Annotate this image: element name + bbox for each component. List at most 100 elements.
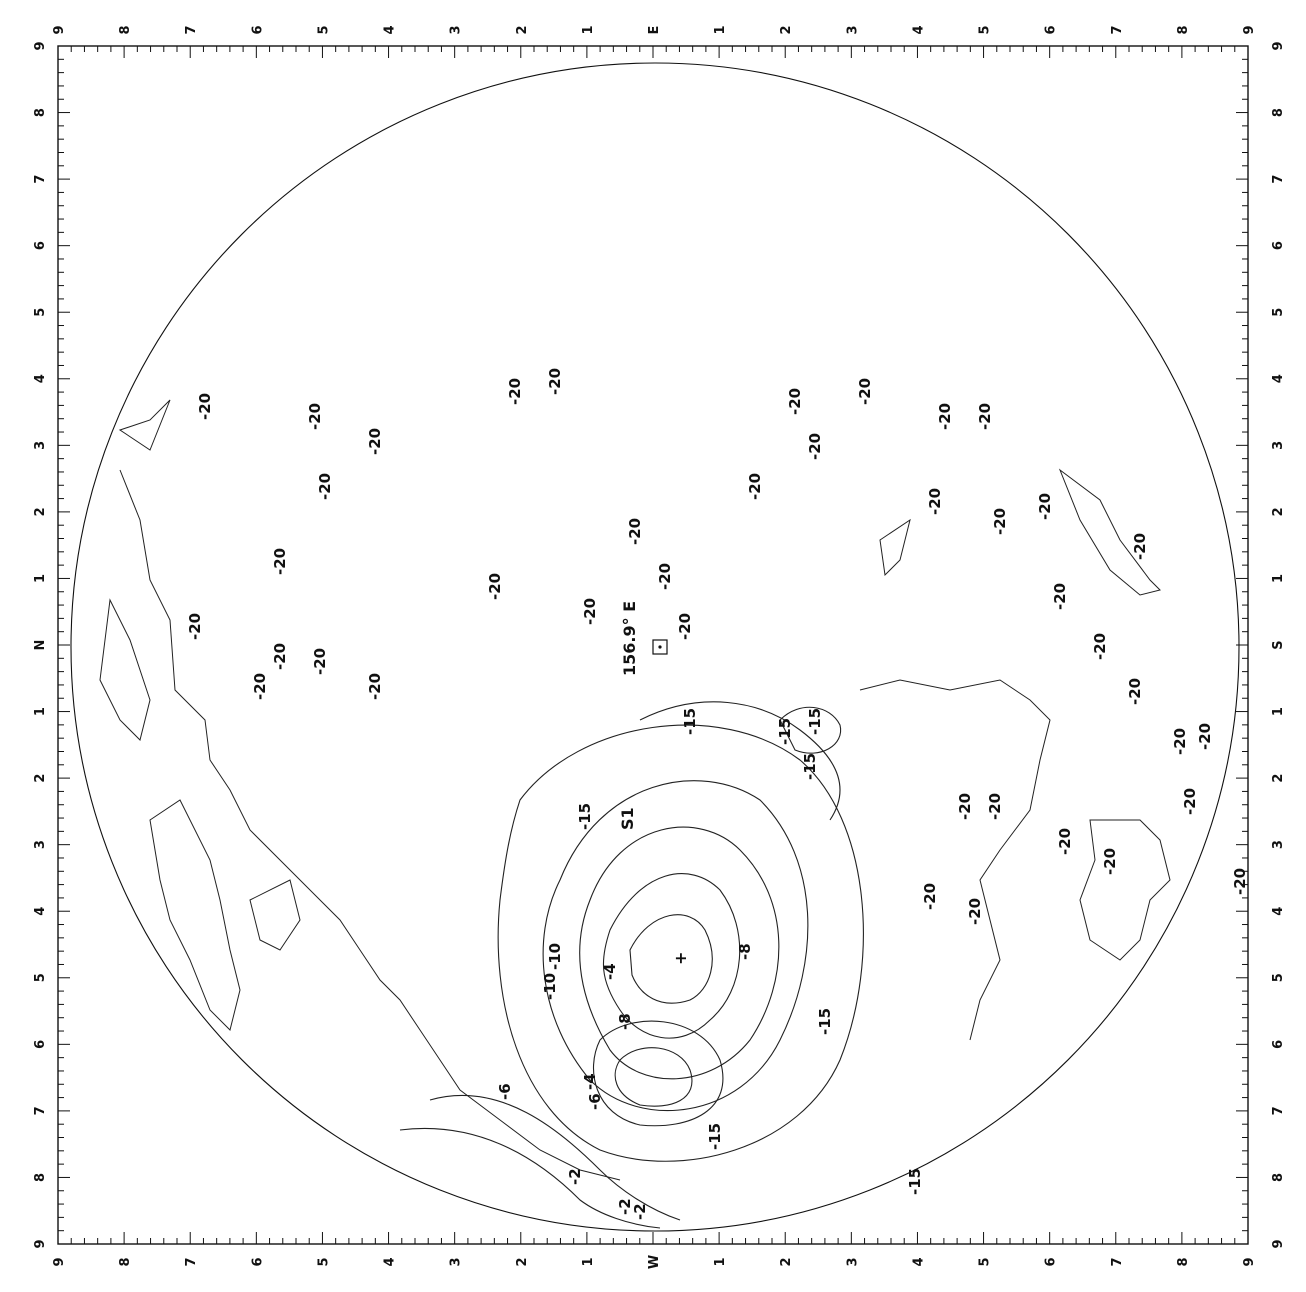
contour-value-label: -8: [616, 1013, 634, 1030]
tick-label: 8: [1271, 108, 1286, 117]
tick-label: 8: [33, 1173, 48, 1182]
tick-label: 9: [1242, 1257, 1257, 1266]
tick-label: 6: [1271, 241, 1286, 250]
contour-value-label: -4: [581, 1073, 599, 1090]
contour-value-label: -8: [736, 943, 754, 960]
contour-value-label: -10: [541, 973, 559, 1000]
contour-value-label: -20: [936, 403, 954, 430]
contour-value-label: -20: [1126, 678, 1144, 705]
coastlines-east: [859, 468, 1171, 1041]
contour-value-label: -20: [1051, 583, 1069, 610]
contour-value-label: -20: [311, 648, 329, 675]
tick-label: 7: [1271, 175, 1286, 184]
tick-label: 7: [184, 25, 199, 34]
contour-value-label: -20: [656, 563, 674, 590]
contour-value-label: -15: [576, 803, 594, 830]
contour-value-label: -20: [806, 433, 824, 460]
contour-value-label: -20: [366, 673, 384, 700]
tick-label: 9: [1242, 25, 1257, 34]
tick-label: 5: [33, 973, 48, 982]
contour-value-label: -15: [681, 708, 699, 735]
contour-value-label: -20: [926, 488, 944, 515]
tick-label: 9: [52, 1257, 67, 1266]
tick-label: 6: [250, 25, 265, 34]
tick-label: 6: [1044, 25, 1059, 34]
contour-lines: [399, 701, 864, 1229]
contour-value-label: -20: [1101, 848, 1119, 875]
contour-value-label: -20: [976, 403, 994, 430]
contour-value-label: -20: [786, 388, 804, 415]
contour-value-label: -20: [366, 428, 384, 455]
tick-label: 1: [581, 25, 596, 34]
contour-labels: -20 -20-20-20 -20-20 -20-20 -20-20-20-20-20-…: [186, 368, 1249, 1220]
tick-label: W: [647, 1255, 662, 1269]
contour-value-label: -20: [1036, 493, 1054, 520]
tick-label: 1: [713, 1257, 728, 1266]
tick-label: 3: [845, 1257, 860, 1266]
contour-value-label: -20: [546, 368, 564, 395]
tick-label: 2: [33, 774, 48, 783]
tick-label: 1: [581, 1257, 596, 1266]
tick-label: 2: [33, 507, 48, 516]
contour-value-label: -20: [1091, 633, 1109, 660]
tick-label: 1: [33, 707, 48, 716]
contour-value-label: -15: [706, 1123, 724, 1150]
contour-value-label: -20: [506, 378, 524, 405]
sensor-label: S1: [618, 807, 637, 830]
tick-label: 9: [33, 1239, 48, 1248]
contour-value-label: -2: [631, 1203, 649, 1220]
tick-label: 8: [1271, 1173, 1286, 1182]
contour-value-label: -20: [581, 598, 599, 625]
contour-value-label: -6: [496, 1083, 514, 1100]
contour-value-label: -15: [906, 1168, 924, 1195]
tick-label: 6: [33, 1040, 48, 1049]
tick-label: 2: [779, 1257, 794, 1266]
tick-label: 8: [1176, 1257, 1191, 1266]
tick-label: 4: [1271, 374, 1286, 383]
contour-value-label: -20: [1131, 533, 1149, 560]
contour-value-label: -20: [746, 473, 764, 500]
contour-value-label: -20: [316, 473, 334, 500]
contour-value-label: -20: [1171, 728, 1189, 755]
contour-value-label: -20: [986, 793, 1004, 820]
tick-label: 9: [33, 41, 48, 50]
contour-value-label: -4: [601, 963, 619, 980]
tick-label: 5: [978, 1257, 993, 1266]
tick-marks: [57, 45, 1249, 1245]
tick-label: 4: [33, 374, 48, 383]
tick-label: 4: [911, 25, 926, 34]
contour-value-label: -20: [956, 793, 974, 820]
tick-label: 4: [911, 1257, 926, 1266]
tick-label: 6: [1271, 1040, 1286, 1049]
tick-label: 5: [1271, 308, 1286, 317]
contour-value-label: -20: [676, 613, 694, 640]
contour-value-label: -20: [626, 518, 644, 545]
tick-label: 8: [1176, 25, 1191, 34]
contour-value-label: -20: [991, 508, 1009, 535]
tick-label: 4: [33, 907, 48, 916]
tick-label: 1: [713, 25, 728, 34]
tick-label: 4: [1271, 907, 1286, 916]
tick-label: 5: [1271, 973, 1286, 982]
tick-label: 3: [449, 25, 464, 34]
contour-value-label: -2: [616, 1198, 634, 1215]
tick-label: 7: [33, 175, 48, 184]
center-marker-dot: [658, 645, 662, 649]
coastlines: [99, 399, 621, 1181]
contour-value-label: -15: [806, 708, 824, 735]
contour-value-label: -10: [546, 943, 564, 970]
tick-label: 3: [845, 25, 860, 34]
contour-value-label: -20: [271, 548, 289, 575]
contour-value-label: -15: [776, 718, 794, 745]
center-cross: +: [671, 952, 690, 965]
tick-label: 3: [1271, 441, 1286, 450]
contour-value-label: -20: [271, 643, 289, 670]
tick-label: 2: [1271, 774, 1286, 783]
contour-value-label: -20: [966, 898, 984, 925]
tick-label: 5: [978, 25, 993, 34]
tick-label: 3: [449, 1257, 464, 1266]
tick-label: 2: [1271, 507, 1286, 516]
contour-value-label: -20: [186, 613, 204, 640]
tick-label: 4: [383, 25, 398, 34]
